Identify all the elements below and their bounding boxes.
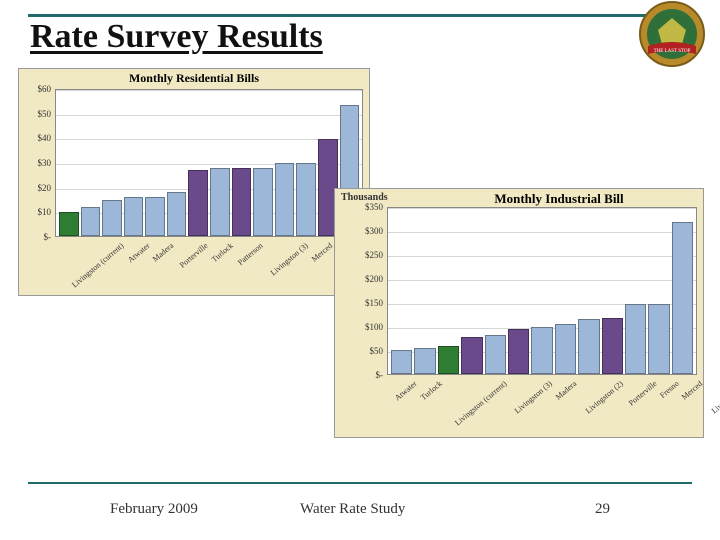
plot-area — [55, 89, 363, 237]
bars — [56, 90, 362, 236]
x-tick-label: Turlock — [210, 241, 235, 264]
x-tick-label: Merced — [310, 241, 335, 264]
residential-chart: Monthly Residential Bills based on 1-inc… — [18, 68, 370, 296]
y-tick-label: $350 — [353, 202, 383, 212]
bar — [602, 318, 623, 374]
y-tick-label: $- — [353, 370, 383, 380]
top-rule — [28, 14, 692, 17]
bar — [508, 329, 529, 374]
bar — [102, 200, 122, 237]
y-tick-label: $30 — [21, 158, 51, 168]
bar — [124, 197, 144, 236]
bar — [578, 319, 599, 374]
y-tick-label: $60 — [21, 84, 51, 94]
x-labels: Livingston (current)AtwaterMaderaPorterv… — [55, 241, 363, 250]
x-tick-label: Livingston (3) — [513, 379, 554, 415]
footer-rule — [28, 482, 692, 484]
x-tick-label: Atwater — [126, 241, 152, 264]
bar — [253, 168, 273, 236]
x-tick-label: Atwater — [393, 379, 419, 402]
bar — [210, 168, 230, 236]
bar — [555, 324, 576, 374]
bar — [648, 304, 669, 374]
y-tick-label: $10 — [21, 207, 51, 217]
x-labels: AtwaterTurlockLivingston (current)Living… — [387, 379, 697, 388]
bar — [625, 304, 646, 374]
bar — [188, 170, 208, 236]
page-title: Rate Survey Results — [30, 18, 323, 56]
y-tick-label: $200 — [353, 274, 383, 284]
x-tick-label: Turlock — [419, 379, 444, 402]
bar — [81, 207, 101, 236]
bars — [388, 208, 696, 374]
city-logo: THE LAST STOP — [638, 0, 706, 68]
bar — [485, 335, 506, 374]
bar — [438, 346, 459, 374]
y-tick-label: $50 — [21, 109, 51, 119]
bar — [391, 350, 412, 374]
y-tick-label: $300 — [353, 226, 383, 236]
x-tick-label: Livingston (1) — [710, 379, 720, 415]
y-tick-label: $250 — [353, 250, 383, 260]
bar — [232, 168, 252, 236]
footer-page: 29 — [595, 501, 610, 518]
y-tick-label: $- — [21, 232, 51, 242]
x-tick-label: Patterson — [236, 241, 265, 267]
y-tick-label: $20 — [21, 183, 51, 193]
x-tick-label: Fresno — [658, 379, 680, 400]
x-tick-label: Porterville — [178, 241, 210, 270]
bar — [414, 348, 435, 374]
chart-title: Monthly Residential Bills — [19, 71, 369, 86]
x-tick-label: Porterville — [627, 379, 659, 408]
x-tick-label: Livingston (2) — [584, 379, 625, 415]
logo-banner-text: THE LAST STOP — [654, 49, 691, 54]
y-tick-label: $50 — [353, 346, 383, 356]
y-tick-label: $150 — [353, 298, 383, 308]
x-tick-label: Merced — [680, 379, 705, 402]
footer-center: Water Rate Study — [300, 501, 405, 518]
bar — [167, 192, 187, 236]
x-tick-label: Madera — [151, 241, 176, 264]
x-tick-label: Madera — [554, 379, 579, 402]
plot-area — [387, 207, 697, 375]
slide: Rate Survey Results THE LAST STOP Monthl… — [0, 0, 720, 540]
bar — [296, 163, 316, 236]
x-tick-label: Livingston (current) — [453, 379, 508, 427]
footer-date: February 2009 — [110, 501, 198, 518]
bar — [145, 197, 165, 236]
bar — [531, 327, 552, 374]
x-tick-label: Livingston (current) — [70, 241, 125, 289]
chart-title: Monthly Industrial Bill — [415, 191, 703, 207]
x-tick-label: Livingston (3) — [269, 241, 310, 277]
bar — [461, 337, 482, 374]
bar — [672, 222, 693, 374]
bar — [59, 212, 79, 236]
industrial-chart: Monthly Industrial Bill Thousands based … — [334, 188, 704, 438]
y-tick-label: $100 — [353, 322, 383, 332]
y-tick-label: $40 — [21, 133, 51, 143]
bar — [275, 163, 295, 236]
